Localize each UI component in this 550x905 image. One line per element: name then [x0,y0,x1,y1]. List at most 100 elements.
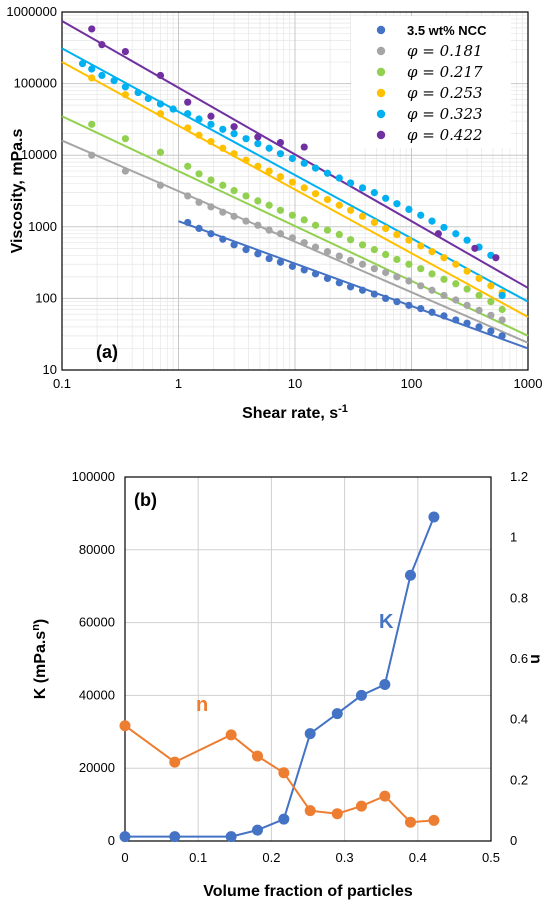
fit-line [61,115,529,337]
data-point [156,110,165,118]
data-point [346,206,355,214]
data-point [311,164,320,172]
panel-a-data-points [78,25,506,340]
data-point [358,260,367,268]
left-y-tick-label: 0 [108,833,115,848]
data-point [242,217,250,225]
panel-a-label: (a) [96,342,118,362]
data-point [463,301,471,309]
data-point [440,291,448,300]
x-tick-label: 1000 [514,376,543,391]
data-point [156,148,165,156]
data-point [207,176,215,184]
data-point [417,242,425,250]
data-point-n [355,800,367,812]
data-point [265,226,273,234]
data-point [370,189,378,197]
data-point [156,100,165,108]
left-y-tick-label: 40000 [79,687,115,702]
data-point [288,154,297,163]
data-point [195,170,203,178]
data-point [405,236,413,244]
y-tick-label: 1000 [28,219,57,234]
data-point [184,98,192,106]
panel-a-x-axis-title: Shear rate, s-1 [242,403,348,422]
data-point [440,275,448,283]
data-point-n [169,756,181,768]
data-point [346,256,355,264]
x-tick-label: 10 [288,376,302,391]
data-point-n [331,808,343,820]
data-point [300,266,308,274]
data-point-K [404,569,416,581]
data-point [156,71,165,80]
right-y-tick-label: 0 [510,833,517,848]
data-point [219,208,227,216]
x-tick-label: 1 [175,376,182,391]
data-point [121,83,129,91]
data-point [88,25,96,33]
data-point [382,268,390,277]
data-point [463,236,471,244]
data-point [195,131,203,139]
data-point [428,286,436,294]
legend-label: φ = 0.422 [407,126,483,144]
panel-a-legend: 3.5 wt% NCC φ = 0.181 φ = 0.217 φ = 0.253 φ … [376,23,487,144]
data-point [300,216,308,224]
data-point [169,105,177,113]
data-point [452,296,460,304]
data-point [382,250,390,259]
data-point [463,285,471,293]
panel-a-y-axis-title: Viscosity, mPa.s [9,128,26,253]
right-y-tick-label: 0.4 [510,712,528,727]
data-point [276,150,285,158]
data-point [346,236,355,244]
data-point [335,174,343,182]
data-point [498,332,506,340]
data-point [288,178,297,186]
data-point [300,239,308,247]
data-point [254,250,262,258]
data-point [121,91,129,99]
panel-b-k-n-chart: 0 0.1 0.2 0.3 0.4 0.5 02000040000600008000010… [30,469,544,900]
data-point [184,110,192,118]
left-y-tick-label: 20000 [79,760,115,775]
data-point [300,143,308,151]
panel-b-label: (b) [134,490,157,510]
data-point [335,230,343,239]
data-point [498,305,506,314]
x-tick-label: 0.1 [53,376,71,391]
data-point [452,260,460,268]
data-point [335,279,343,287]
x-tick-label: 0.4 [409,850,427,865]
data-point [452,230,460,238]
panel-b-x-tick-labels: 0 0.1 0.2 0.3 0.4 0.5 [121,850,500,865]
data-point [121,167,129,175]
x-tick-label: 0.3 [336,850,354,865]
data-point [230,130,238,138]
data-point [475,323,483,331]
data-point [219,181,227,189]
data-point [434,230,442,238]
legend-label: φ = 0.253 [407,84,483,102]
x-tick-label: 0.5 [482,850,500,865]
data-point [428,217,436,225]
data-point [207,137,215,146]
y-tick-label: 100 [35,290,57,305]
data-point [219,144,227,152]
data-point [144,94,152,103]
data-point [498,291,506,300]
right-y-tick-label: 1 [510,530,517,545]
legend-label: φ = 0.181 [407,42,483,60]
data-point [323,248,332,256]
data-point [428,248,436,256]
y-tick-label: 1000000 [6,4,57,19]
panel-a-legend-box [351,16,511,148]
data-point [393,230,401,239]
fit-line [61,20,529,289]
data-point [276,258,285,266]
data-point [358,212,367,220]
data-point [265,201,273,209]
data-point-K [304,728,316,740]
